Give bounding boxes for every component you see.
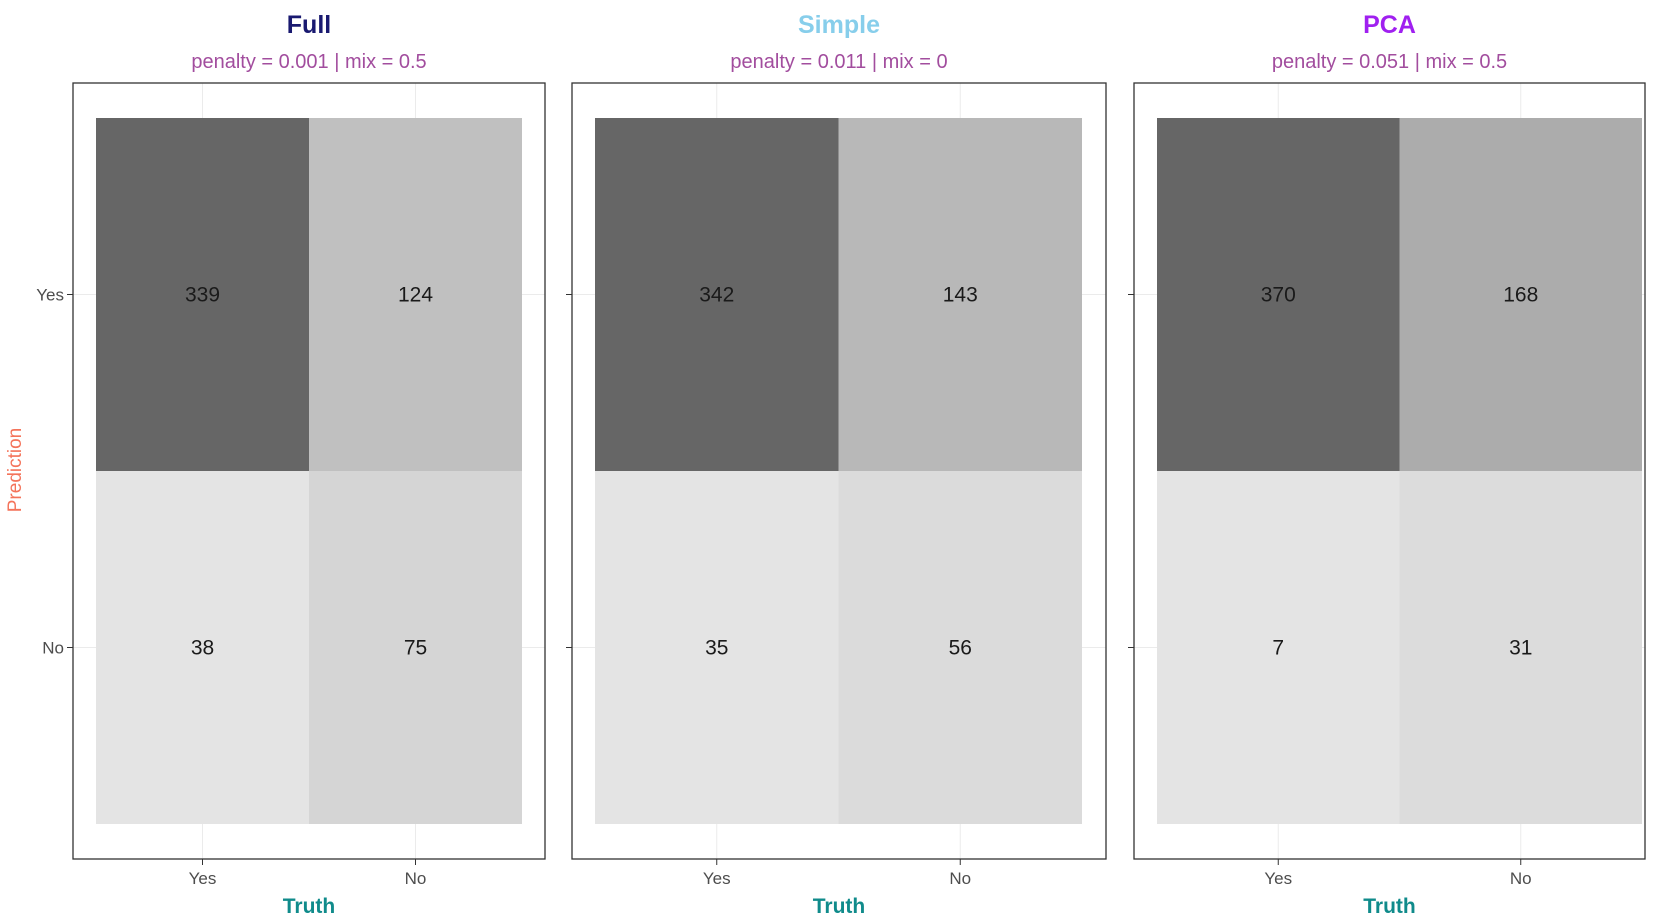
panel-subtitle: penalty = 0.001 | mix = 0.5 (191, 51, 426, 73)
x-tick-label: No (949, 869, 971, 888)
cell-count-label: 7 (1272, 637, 1284, 660)
cell-count-label: 339 (185, 284, 220, 307)
panel-border (571, 82, 1107, 860)
x-axis-title: Truth (1363, 895, 1416, 918)
confusion-cell (595, 118, 839, 471)
confusion-cell (595, 471, 839, 824)
panel-title: Full (287, 11, 331, 39)
panel-border (72, 82, 546, 860)
x-tick-label: Yes (1264, 869, 1292, 888)
cell-count-label: 31 (1509, 637, 1532, 660)
x-tick-label: Yes (189, 869, 217, 888)
panel-title: Simple (798, 11, 880, 39)
confusion-cell (96, 471, 309, 824)
cell-count-label: 143 (943, 284, 978, 307)
cell-count-label: 35 (705, 637, 728, 660)
panel-border (1133, 82, 1646, 860)
panel-subtitle: penalty = 0.011 | mix = 0 (730, 51, 947, 73)
cell-count-label: 342 (699, 284, 734, 307)
cell-count-label: 75 (404, 637, 427, 660)
x-axis-title: Truth (283, 895, 336, 918)
confusion-cell (1399, 471, 1642, 824)
y-tick-label: Yes (36, 286, 64, 305)
cell-count-label: 38 (191, 637, 214, 660)
y-axis-label: Prediction (5, 428, 26, 513)
panel-full: Full penalty = 0.001 | mix = 0.5 339 124 38 7… (36, 11, 546, 918)
x-tick-label: Yes (703, 869, 731, 888)
confusion-cell (1157, 471, 1400, 824)
confusion-cell (309, 471, 522, 824)
panel-subtitle: penalty = 0.051 | mix = 0.5 (1272, 51, 1507, 73)
confusion-cell (96, 118, 309, 471)
x-axis-title: Truth (813, 895, 866, 918)
x-tick-label: No (1510, 869, 1532, 888)
confusion-cell (838, 471, 1082, 824)
panel-title: PCA (1363, 11, 1416, 39)
confusion-cell (838, 118, 1082, 471)
cell-count-label: 124 (398, 284, 433, 307)
confusion-cell (1157, 118, 1400, 471)
cell-count-label: 168 (1503, 284, 1538, 307)
y-tick-label: No (42, 639, 64, 658)
cell-count-label: 370 (1261, 284, 1296, 307)
cell-count-label: 56 (949, 637, 972, 660)
confusion-cell (1399, 118, 1642, 471)
x-tick-label: No (405, 869, 427, 888)
confusion-cell (309, 118, 522, 471)
panel-pca: PCA penalty = 0.051 | mix = 0.5 370 168 7 31 Y… (1128, 11, 1646, 918)
panel-simple: Simple penalty = 0.011 | mix = 0 342 143 35 5… (566, 11, 1107, 918)
